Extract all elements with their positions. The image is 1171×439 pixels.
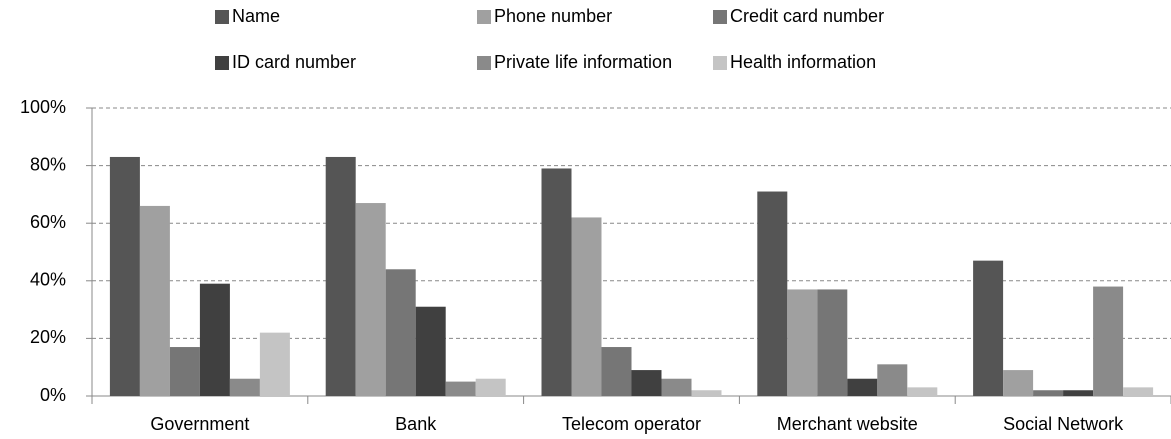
legend-label: Phone number bbox=[494, 6, 612, 26]
x-tick-label: Merchant website bbox=[777, 414, 918, 434]
bar bbox=[691, 390, 722, 396]
bar bbox=[571, 217, 602, 396]
legend-label: Name bbox=[232, 6, 280, 26]
bar bbox=[661, 378, 692, 396]
y-tick-label: 100% bbox=[20, 97, 66, 117]
legend-swatch bbox=[215, 10, 229, 24]
bar bbox=[1033, 390, 1064, 396]
y-tick-label: 80% bbox=[30, 154, 66, 174]
bar bbox=[385, 269, 416, 396]
bar bbox=[787, 289, 818, 396]
bar bbox=[415, 306, 446, 396]
x-tick-label: Bank bbox=[395, 414, 437, 434]
bar bbox=[847, 378, 878, 396]
bar bbox=[325, 156, 356, 396]
bar bbox=[757, 191, 788, 396]
legend-label: Private life information bbox=[494, 52, 672, 72]
legend-swatch bbox=[477, 56, 491, 70]
y-tick-label: 60% bbox=[30, 212, 66, 232]
x-tick-label: Government bbox=[150, 414, 249, 434]
x-tick-label: Social Network bbox=[1003, 414, 1124, 434]
bar bbox=[169, 347, 200, 396]
bar bbox=[907, 387, 938, 396]
x-tick-label: Telecom operator bbox=[562, 414, 701, 434]
legend-label: Credit card number bbox=[730, 6, 884, 26]
bar bbox=[1063, 390, 1094, 396]
bar bbox=[199, 283, 230, 396]
bar bbox=[259, 332, 290, 396]
bar bbox=[355, 203, 386, 396]
bar bbox=[631, 370, 662, 396]
bar bbox=[475, 378, 506, 396]
bar bbox=[1003, 370, 1034, 396]
legend-swatch bbox=[215, 56, 229, 70]
bar bbox=[601, 347, 632, 396]
legend-swatch bbox=[713, 10, 727, 24]
legend-swatch bbox=[477, 10, 491, 24]
y-tick-label: 0% bbox=[40, 385, 66, 405]
bar bbox=[973, 260, 1004, 396]
bar bbox=[109, 156, 140, 396]
legend-label: Health information bbox=[730, 52, 876, 72]
y-tick-label: 40% bbox=[30, 270, 66, 290]
bar bbox=[229, 378, 260, 396]
bar bbox=[1093, 286, 1124, 396]
legend-swatch bbox=[713, 56, 727, 70]
bar bbox=[877, 364, 908, 396]
bar bbox=[817, 289, 848, 396]
y-tick-label: 20% bbox=[30, 327, 66, 347]
bar bbox=[139, 205, 170, 396]
bar bbox=[541, 168, 572, 396]
bar bbox=[445, 381, 476, 396]
bar bbox=[1123, 387, 1154, 396]
legend-label: ID card number bbox=[232, 52, 356, 72]
